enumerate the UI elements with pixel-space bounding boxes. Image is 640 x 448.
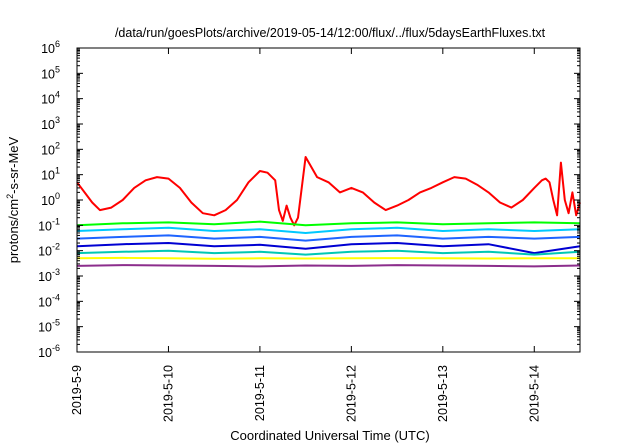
series-line: [76, 256, 580, 260]
x-tick-label: 2019-5-11: [253, 365, 267, 421]
y-axis-label-pre: protons/cm: [6, 199, 21, 263]
y-tick-base: 10: [41, 93, 55, 107]
y-tick-label: 10-3: [38, 267, 60, 284]
x-axis-label: Coordinated Universal Time (UTC): [230, 428, 429, 443]
x-tick-label: 2019-5-13: [436, 365, 450, 422]
y-tick-base: 10: [41, 194, 55, 208]
x-tick-label: 2019-5-12: [344, 365, 358, 422]
series-line: [76, 264, 581, 268]
y-tick-exponent: -1: [52, 216, 60, 226]
y-tick-exponent: 3: [55, 115, 60, 125]
series-line: [76, 156, 581, 227]
y-tick-exponent: 0: [55, 191, 60, 201]
y-tick-label: 104: [41, 90, 60, 107]
y-tick-label: 101: [41, 166, 60, 183]
y-tick-exponent: 4: [55, 90, 60, 100]
y-tick-base: 10: [38, 270, 52, 284]
y-tick-label: 10-5: [38, 318, 60, 335]
axis-layer: 10-610-510-410-310-210-11001011021031041…: [38, 39, 580, 422]
series-line: [76, 220, 581, 227]
y-tick-base: 10: [38, 346, 52, 360]
y-tick-base: 10: [41, 42, 55, 56]
y-tick-base: 10: [38, 295, 52, 309]
y-tick-label: 103: [41, 115, 60, 132]
y-tick-base: 10: [38, 321, 52, 335]
series-line: [76, 242, 581, 255]
y-tick-exponent: 6: [55, 39, 60, 49]
y-tick-exponent: -4: [52, 292, 60, 302]
y-tick-base: 10: [38, 219, 52, 233]
series-line: [76, 249, 581, 256]
y-tick-label: 10-1: [38, 216, 60, 233]
y-tick-label: 105: [41, 64, 60, 81]
series-layer: [76, 156, 581, 268]
y-tick-exponent: 5: [55, 64, 60, 74]
y-tick-base: 10: [41, 67, 55, 81]
y-tick-label: 10-4: [38, 292, 60, 309]
y-tick-exponent: 2: [55, 140, 60, 150]
y-tick-exponent: -6: [52, 343, 60, 353]
y-axis-label-post: -s-sr-MeV: [6, 136, 21, 193]
y-tick-label: 106: [41, 39, 60, 56]
y-tick-label: 102: [41, 140, 60, 157]
y-tick-exponent: -5: [52, 318, 60, 328]
y-tick-label: 10-2: [38, 242, 60, 259]
y-tick-base: 10: [38, 245, 52, 259]
y-tick-label: 10-6: [38, 343, 60, 360]
x-tick-label: 2019-5-14: [527, 365, 541, 422]
plot-frame: [76, 47, 581, 353]
y-tick-exponent: -3: [52, 267, 60, 277]
y-axis-label-sup: 2: [5, 194, 15, 199]
y-axis-label: protons/cm2-s-sr-MeV: [5, 136, 21, 263]
series-line: [76, 234, 581, 242]
x-tick-label: 2019-5-10: [161, 365, 175, 422]
y-tick-label: 100: [41, 191, 60, 208]
y-tick-exponent: 1: [55, 166, 60, 176]
series-line: [76, 226, 581, 234]
chart-title: /data/run/goesPlots/archive/2019-05-14/1…: [115, 26, 546, 40]
y-tick-base: 10: [41, 143, 55, 157]
y-tick-base: 10: [41, 169, 55, 183]
y-tick-exponent: -2: [52, 242, 60, 252]
x-tick-label: 2019-5-9: [70, 365, 84, 415]
y-tick-base: 10: [41, 118, 55, 132]
